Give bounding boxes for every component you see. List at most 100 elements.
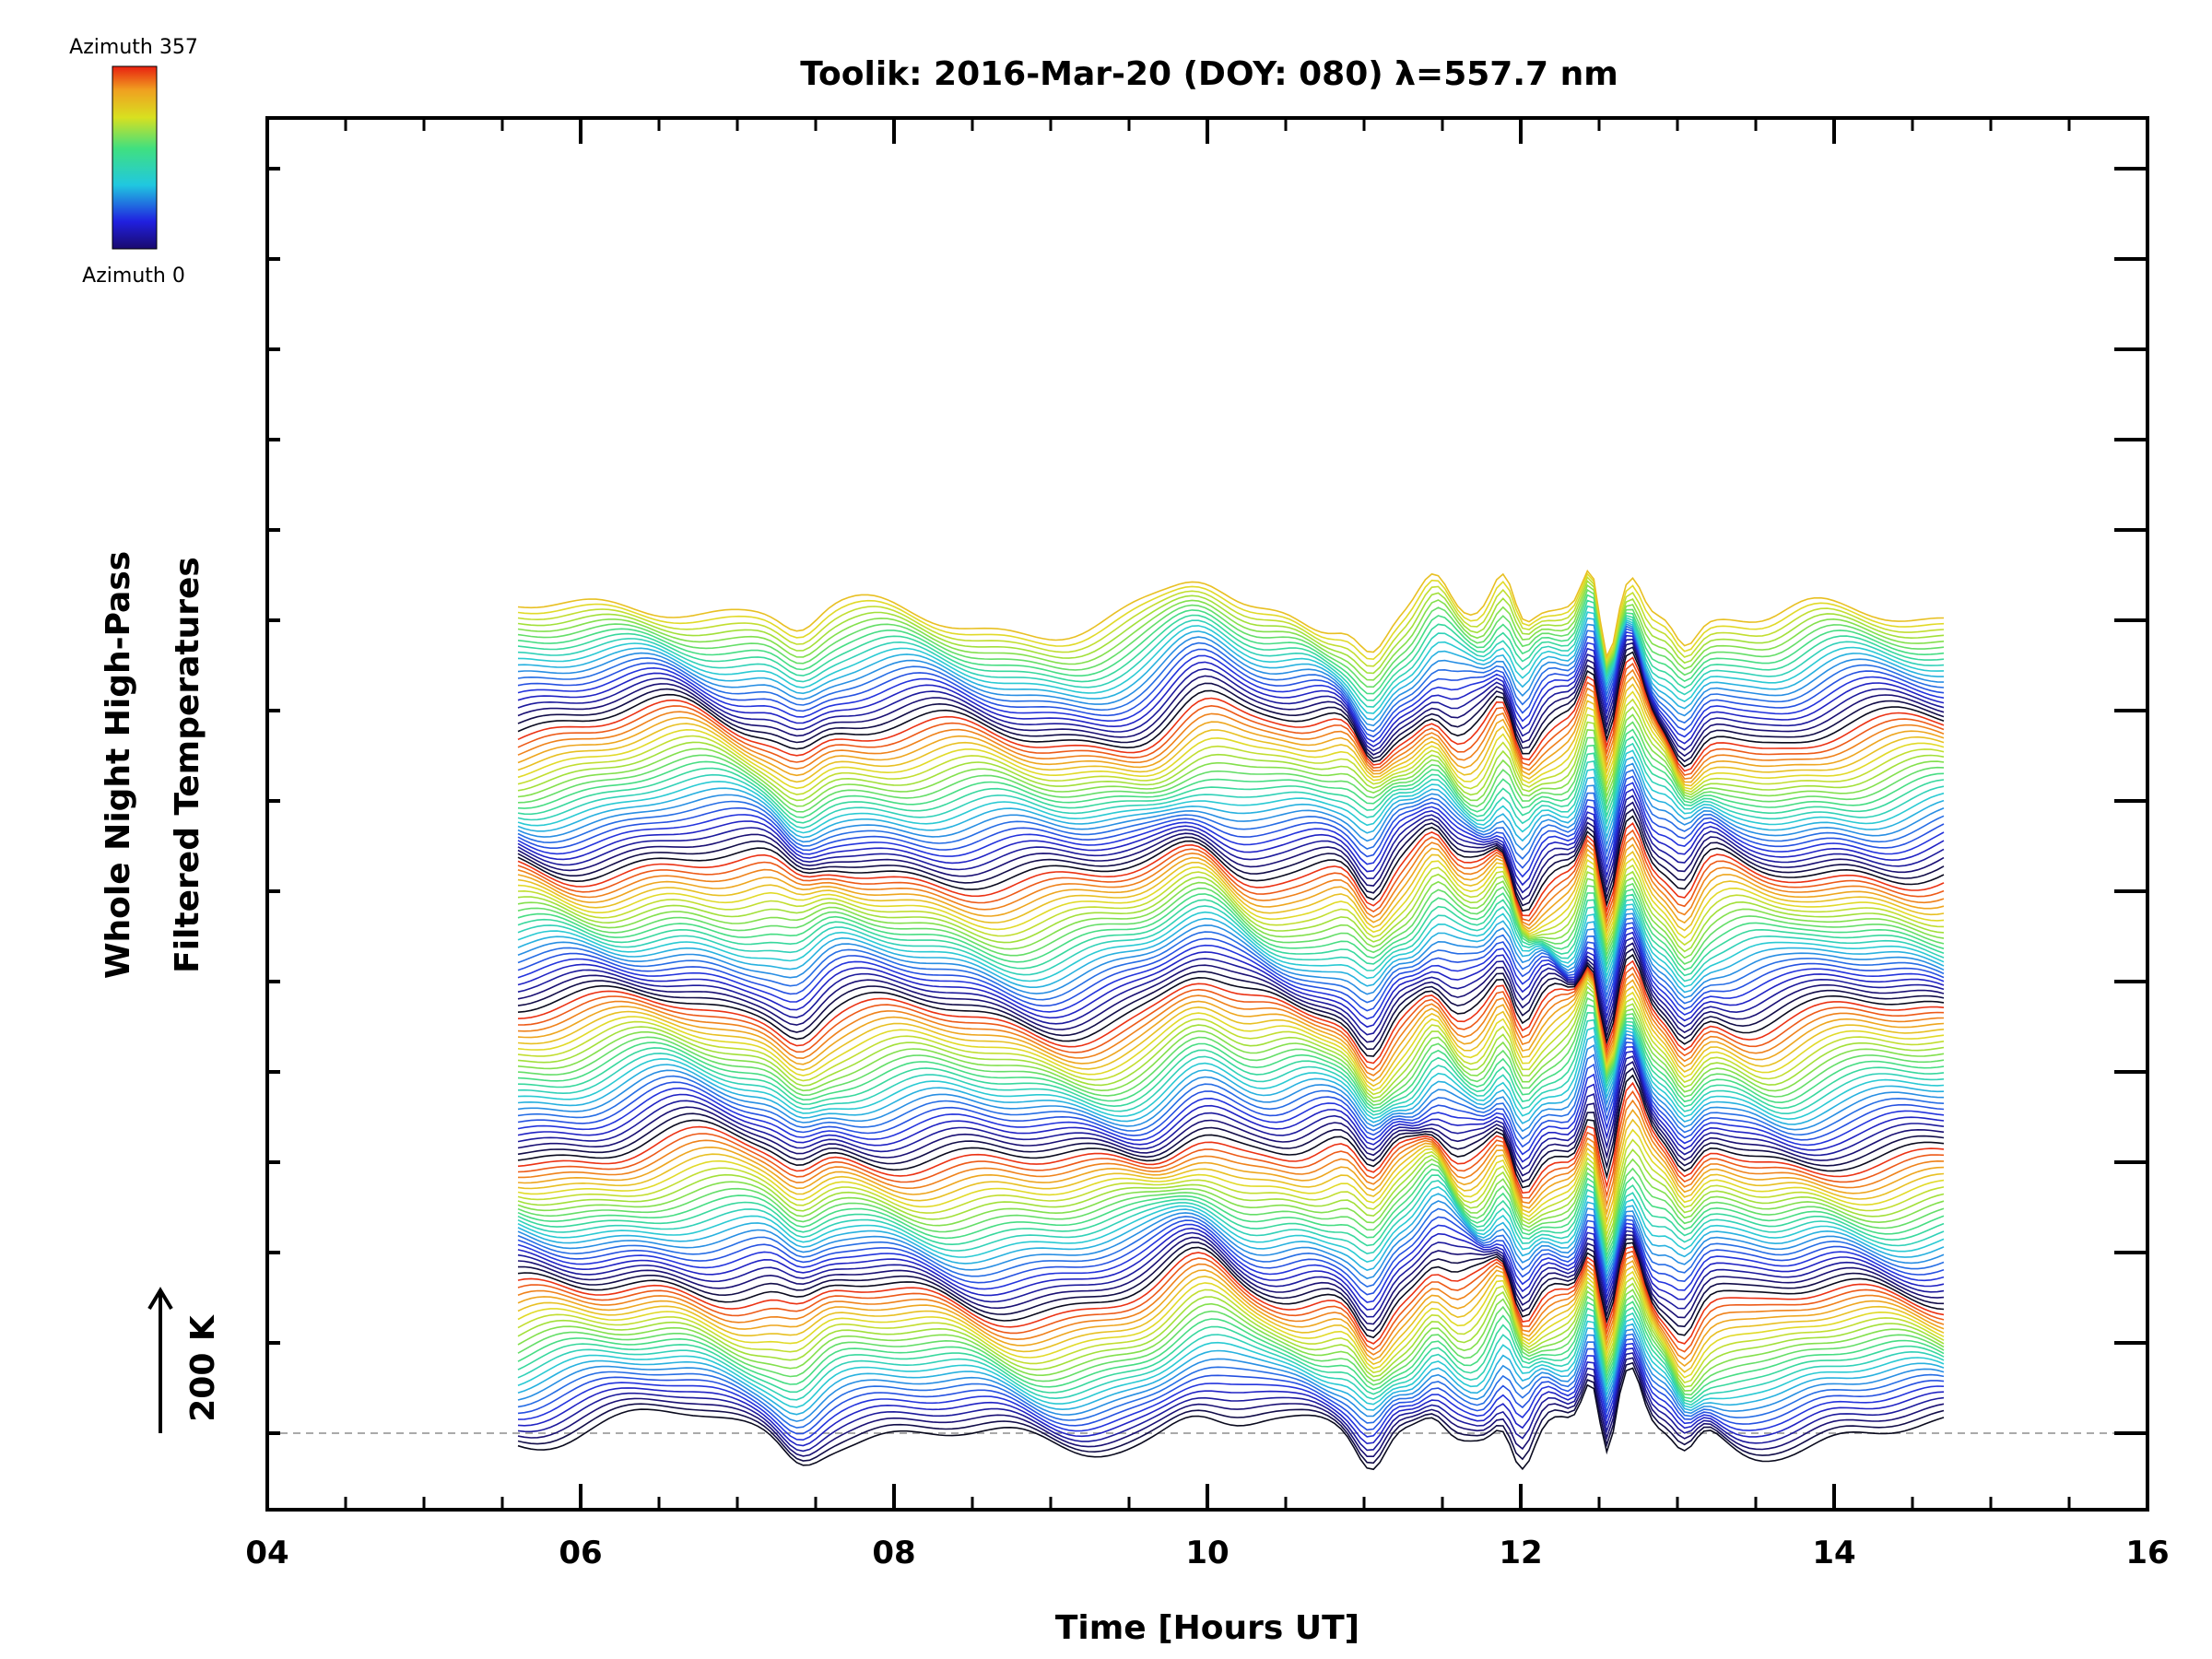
temperature-trace: [517, 594, 1945, 695]
temperature-trace: [517, 788, 1945, 887]
temperature-trace: [517, 1347, 1945, 1447]
temperature-trace: [517, 1270, 1945, 1379]
temperature-trace: [517, 1245, 1945, 1345]
temperature-trace: [517, 971, 1945, 1082]
temperature-trace: [517, 605, 1945, 708]
temperature-trace: [517, 630, 1945, 743]
temperature-trace: [517, 1294, 1945, 1396]
temperature-trace: [517, 690, 1945, 790]
temperature-trace: [517, 1200, 1945, 1280]
temperature-trace: [517, 1317, 1945, 1409]
temperature-trace: [517, 926, 1945, 1020]
x-tick-label: 08: [872, 1535, 915, 1571]
temperature-trace: [517, 782, 1945, 878]
temperature-trace: [517, 1045, 1945, 1156]
x-tick-label: 10: [1185, 1535, 1229, 1571]
temperature-trace: [517, 1337, 1945, 1435]
temperature-trace: [517, 656, 1945, 772]
temperature-trace: [517, 628, 1945, 738]
temperature-trace: [517, 1361, 1945, 1465]
y-axis-label: Whole Night High-Pass Filtered Temperatu…: [100, 551, 206, 979]
scale-bar: 200 K: [147, 1287, 222, 1433]
temperature-trace: [517, 1061, 1945, 1177]
temperature-trace: [517, 1138, 1945, 1238]
temperature-trace: [517, 843, 1945, 930]
y-ticks: [267, 167, 2147, 1435]
temperature-trace: [517, 721, 1945, 813]
colorbar-top-label: Azimuth 357: [69, 36, 198, 59]
temperature-trace: [517, 668, 1945, 780]
temperature-trace: [517, 981, 1945, 1096]
temperature-trace: [517, 801, 1945, 901]
temperature-trace: [517, 1193, 1945, 1276]
temperature-trace: [517, 1333, 1945, 1429]
temperature-trace: [517, 829, 1945, 922]
temperature-trace: [517, 917, 1945, 1005]
temperature-trace: [517, 1030, 1945, 1125]
temperature-trace: [517, 742, 1945, 830]
temperature-trace: [517, 775, 1945, 869]
temperature-trace: [518, 1099, 1945, 1208]
x-tick-label: 12: [1499, 1535, 1542, 1571]
x-tick-label: 04: [245, 1535, 288, 1571]
temperature-trace: [517, 583, 1945, 681]
temperature-trace: [517, 662, 1945, 776]
colorbar: Azimuth 357 Azimuth 0: [69, 36, 198, 288]
temperature-trace: [517, 877, 1945, 959]
temperature-trace: [517, 991, 1945, 1103]
temperature-trace: [517, 676, 1945, 783]
temperature-trace: [517, 1180, 1945, 1266]
temperature-trace: [517, 575, 1945, 667]
temperature-trace: [517, 985, 1945, 1100]
temperature-trace: [517, 588, 1945, 688]
x-tick-label: 16: [2125, 1535, 2169, 1571]
temperature-trace: [517, 1018, 1945, 1116]
temperature-trace: [517, 1250, 1945, 1353]
temperature-trace: [517, 683, 1945, 787]
temperature-trace: [517, 1328, 1945, 1422]
temperature-trace: [517, 756, 1945, 842]
temperature-trace: [517, 953, 1945, 1057]
temperature-trace: [517, 762, 1945, 852]
temperature-trace: [517, 1074, 1945, 1189]
temperature-trace: [517, 1288, 1945, 1392]
temperature-trace: [517, 611, 1945, 714]
temperature-trace: [517, 1128, 1945, 1231]
temperature-trace: [517, 857, 1945, 940]
temperature-trace: [517, 1118, 1945, 1224]
temperature-trace: [517, 899, 1945, 982]
temperature-trace: [517, 1174, 1945, 1263]
temperature-trace: [517, 1254, 1945, 1360]
colorbar-gradient: [112, 65, 158, 250]
temperature-trace: [517, 728, 1945, 818]
temperature-trace: [517, 864, 1945, 947]
temperature-trace: [517, 1241, 1945, 1339]
temperature-trace: [517, 1041, 1945, 1148]
temperature-trace: [517, 922, 1945, 1012]
temperature-trace: [517, 579, 1945, 675]
temperature-trace: [517, 1027, 1945, 1121]
temperature-trace: [517, 1207, 1945, 1288]
temperature-trace: [517, 572, 1945, 663]
temperature-trace: [517, 1055, 1945, 1171]
temperature-trace: [517, 1148, 1945, 1243]
temperature-trace: [517, 794, 1945, 894]
temperature-trace: [517, 1233, 1945, 1325]
temperature-trace: [517, 1011, 1945, 1112]
temperature-trace: [517, 903, 1945, 988]
temperature-trace: [517, 705, 1945, 802]
temperature-trace: [517, 977, 1945, 1091]
temperature-trace: [517, 1265, 1945, 1373]
temperature-trace: [517, 996, 1945, 1106]
temperature-trace: [517, 599, 1945, 701]
temperature-trace: [517, 822, 1945, 917]
temperature-trace: [517, 1216, 1945, 1296]
temperature-trace: [517, 1158, 1945, 1249]
scale-bar-arrow-head: [147, 1287, 173, 1311]
temperature-trace: [517, 1323, 1945, 1416]
x-tick-label: 14: [1812, 1535, 1855, 1571]
x-ticks: 04 06 08 10 12 14 16: [245, 118, 2170, 1571]
temperature-trace: [517, 622, 1945, 727]
temperature-trace: [517, 769, 1945, 860]
temperature-trace: [517, 651, 1945, 768]
